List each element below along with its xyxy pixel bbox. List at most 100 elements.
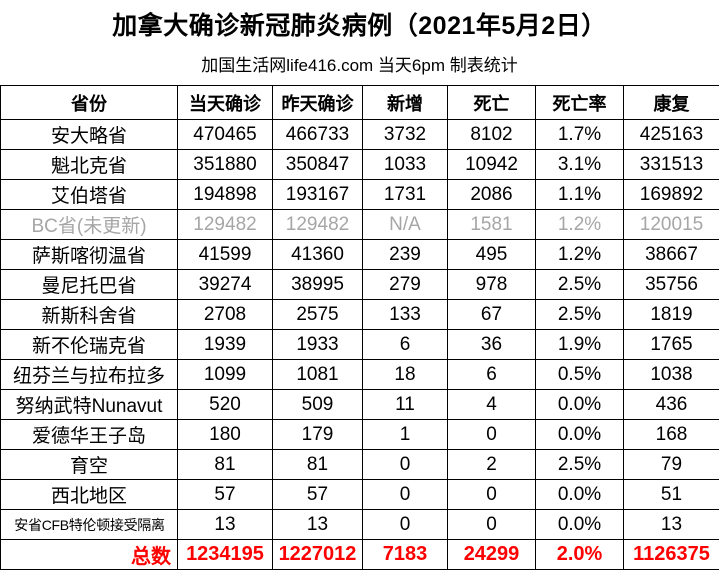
- yesterday-confirmed-cell: 350847: [272, 149, 363, 180]
- deaths-cell: 0: [447, 509, 536, 540]
- table-row: 新不伦瑞克省 1939 1933 6 36 1.9% 1765: [0, 329, 719, 360]
- table-row: 纽芬兰与拉布拉多 1099 1081 18 6 0.5% 1038: [0, 359, 719, 390]
- column-header-recovered: 康复: [623, 85, 719, 120]
- deaths-cell: 2: [447, 449, 536, 480]
- new-cases-cell: 0: [362, 449, 448, 480]
- new-cases-cell: 18: [362, 359, 448, 390]
- death-rate-cell: 2.5%: [535, 449, 624, 480]
- today-confirmed-cell: 13: [177, 509, 273, 540]
- recovered-cell: 331513: [623, 149, 719, 180]
- new-cases-cell: 1033: [362, 149, 448, 180]
- covid-stats-table: 省份 当天确诊 昨天确诊 新增 死亡 死亡率 康复 安大略省 470465 46…: [0, 85, 719, 570]
- today-confirmed-cell: 194898: [177, 179, 273, 210]
- recovered-cell: 51: [623, 479, 719, 510]
- today-confirmed-cell: 41599: [177, 239, 273, 270]
- yesterday-confirmed-cell: 13: [272, 509, 363, 540]
- yesterday-confirmed-cell: 129482: [272, 209, 363, 240]
- death-rate-cell: 0.0%: [535, 479, 624, 510]
- recovered-cell: 168: [623, 419, 719, 450]
- province-cell: 安大略省: [0, 119, 178, 150]
- province-cell: 纽芬兰与拉布拉多: [0, 359, 178, 390]
- province-cell: BC省(未更新): [0, 209, 178, 240]
- recovered-cell: 35756: [623, 269, 719, 300]
- table-row: 努纳武特Nunavut 520 509 11 4 0.0% 436: [0, 389, 719, 420]
- table-row: BC省(未更新) 129482 129482 N/A 1581 1.2% 120…: [0, 209, 719, 240]
- death-rate-cell: 0.0%: [535, 389, 624, 420]
- today-confirmed-cell: 520: [177, 389, 273, 420]
- province-cell: 育空: [0, 449, 178, 480]
- page-subtitle: 加国生活网life416.com 当天6pm 制表统计: [201, 56, 518, 75]
- deaths-cell: 0: [447, 479, 536, 510]
- death-rate-cell: 1.2%: [535, 239, 624, 270]
- deaths-cell: 2086: [447, 179, 536, 210]
- today-confirmed-cell: 2708: [177, 299, 273, 330]
- province-cell: 努纳武特Nunavut: [0, 389, 178, 420]
- today-confirmed-cell: 81: [177, 449, 273, 480]
- deaths-cell: 0: [447, 419, 536, 450]
- total-today-confirmed-cell: 1234195: [177, 539, 273, 570]
- today-confirmed-cell: 1099: [177, 359, 273, 390]
- table-row: 爱德华王子岛 180 179 1 0 0.0% 168: [0, 419, 719, 450]
- death-rate-cell: 0.0%: [535, 509, 624, 540]
- table-row: 育空 81 81 0 2 2.5% 79: [0, 449, 719, 480]
- deaths-cell: 495: [447, 239, 536, 270]
- death-rate-cell: 0.5%: [535, 359, 624, 390]
- new-cases-cell: 6: [362, 329, 448, 360]
- province-cell: 新不伦瑞克省: [0, 329, 178, 360]
- column-header-death-rate: 死亡率: [535, 85, 624, 120]
- province-cell: 爱德华王子岛: [0, 419, 178, 450]
- today-confirmed-cell: 39274: [177, 269, 273, 300]
- new-cases-cell: 1: [362, 419, 448, 450]
- yesterday-confirmed-cell: 2575: [272, 299, 363, 330]
- recovered-cell: 79: [623, 449, 719, 480]
- death-rate-cell: 3.1%: [535, 149, 624, 180]
- table-row: 魁北克省 351880 350847 1033 10942 3.1% 33151…: [0, 149, 719, 180]
- yesterday-confirmed-cell: 466733: [272, 119, 363, 150]
- deaths-cell: 8102: [447, 119, 536, 150]
- table-header: 省份 当天确诊 昨天确诊 新增 死亡 死亡率 康复: [0, 85, 719, 120]
- recovered-cell: 169892: [623, 179, 719, 210]
- yesterday-confirmed-cell: 1081: [272, 359, 363, 390]
- today-confirmed-cell: 57: [177, 479, 273, 510]
- death-rate-cell: 1.9%: [535, 329, 624, 360]
- column-header-yesterday-confirmed: 昨天确诊: [272, 85, 363, 120]
- deaths-cell: 36: [447, 329, 536, 360]
- death-rate-cell: 2.5%: [535, 299, 624, 330]
- recovered-cell: 436: [623, 389, 719, 420]
- yesterday-confirmed-cell: 509: [272, 389, 363, 420]
- today-confirmed-cell: 180: [177, 419, 273, 450]
- new-cases-cell: 0: [362, 509, 448, 540]
- death-rate-cell: 1.7%: [535, 119, 624, 150]
- table-row: 曼尼托巴省 39274 38995 279 978 2.5% 35756: [0, 269, 719, 300]
- province-cell: 艾伯塔省: [0, 179, 178, 210]
- table-row: 新斯科舍省 2708 2575 133 67 2.5% 1819: [0, 299, 719, 330]
- new-cases-cell: 0: [362, 479, 448, 510]
- deaths-cell: 6: [447, 359, 536, 390]
- today-confirmed-cell: 129482: [177, 209, 273, 240]
- total-yesterday-confirmed-cell: 1227012: [272, 539, 363, 570]
- today-confirmed-cell: 1939: [177, 329, 273, 360]
- province-cell: 西北地区: [0, 479, 178, 510]
- recovered-cell: 425163: [623, 119, 719, 150]
- new-cases-cell: 239: [362, 239, 448, 270]
- death-rate-cell: 1.2%: [535, 209, 624, 240]
- today-confirmed-cell: 351880: [177, 149, 273, 180]
- deaths-cell: 67: [447, 299, 536, 330]
- total-death-rate-cell: 2.0%: [535, 539, 624, 570]
- new-cases-cell: 279: [362, 269, 448, 300]
- total-new-cases-cell: 7183: [362, 539, 448, 570]
- province-cell: 魁北克省: [0, 149, 178, 180]
- column-header-deaths: 死亡: [447, 85, 536, 120]
- province-cell: 安省CFB特伦顿接受隔离: [0, 509, 178, 540]
- recovered-cell: 1819: [623, 299, 719, 330]
- header-row: 省份 当天确诊 昨天确诊 新增 死亡 死亡率 康复: [0, 85, 719, 120]
- death-rate-cell: 2.5%: [535, 269, 624, 300]
- deaths-cell: 978: [447, 269, 536, 300]
- province-cell: 萨斯喀彻温省: [0, 239, 178, 270]
- deaths-cell: 1581: [447, 209, 536, 240]
- death-rate-cell: 1.1%: [535, 179, 624, 210]
- yesterday-confirmed-cell: 81: [272, 449, 363, 480]
- deaths-cell: 10942: [447, 149, 536, 180]
- yesterday-confirmed-cell: 1933: [272, 329, 363, 360]
